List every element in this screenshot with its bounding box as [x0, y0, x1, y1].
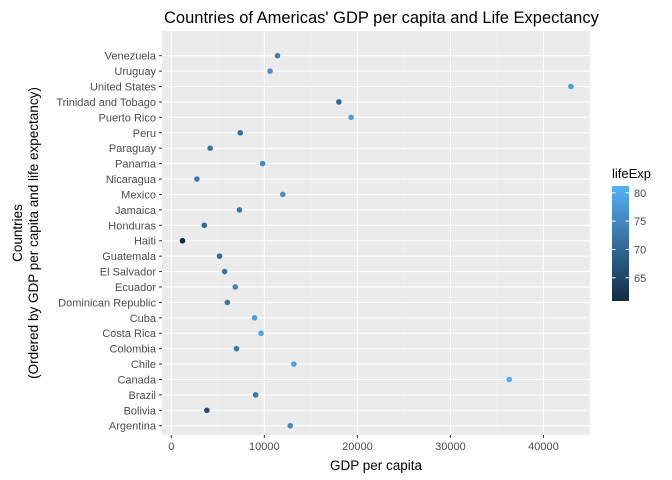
data-point	[274, 52, 281, 59]
data-point	[506, 376, 513, 383]
data-point	[336, 99, 342, 105]
legend-tick-label: 70	[634, 244, 646, 256]
y-tick-label: Bolivia	[124, 405, 157, 417]
data-point	[221, 268, 228, 275]
y-tick-label: Haiti	[134, 236, 156, 248]
legend-colorbar	[612, 186, 629, 301]
data-point	[179, 237, 186, 244]
data-point	[287, 422, 294, 429]
x-tick-label: 30000	[435, 441, 466, 453]
x-axis-ticks: 0 10000 20000 30000 40000	[168, 435, 559, 453]
data-point	[204, 407, 210, 414]
y-tick-label: Jamaica	[115, 205, 157, 217]
data-point	[258, 330, 264, 337]
data-point	[348, 114, 354, 121]
x-tick-label: 40000	[528, 441, 559, 453]
y-tick-label: Trinidad and Tobago	[56, 97, 156, 109]
y-tick-label: Colombia	[110, 344, 157, 356]
data-point	[568, 83, 574, 90]
y-axis-ticks: Argentina Bolivia Brazil Canada Chile Colombi…	[56, 51, 162, 433]
legend-title: lifeExp	[612, 166, 651, 181]
y-tick-label: Cuba	[130, 313, 157, 325]
data-point	[236, 207, 243, 213]
legend-tick-label: 65	[634, 273, 646, 285]
y-tick-label: Brazil	[128, 390, 156, 402]
data-point	[252, 392, 259, 398]
y-tick-label: Peru	[133, 128, 156, 140]
data-point	[224, 299, 231, 306]
y-tick-label: Uruguay	[114, 66, 156, 78]
y-tick-label: Panama	[115, 159, 157, 171]
y-tick-label: Puerto Rico	[99, 112, 156, 124]
legend-tick-label: 75	[634, 216, 646, 228]
x-tick-label: 20000	[342, 441, 373, 453]
data-point	[216, 253, 223, 259]
data-point	[251, 315, 258, 321]
y-tick-label: Ecuador	[115, 282, 156, 294]
data-point	[267, 68, 273, 74]
y-axis-title-line-1: Countries	[10, 204, 25, 262]
data-point	[201, 222, 208, 229]
y-axis-title: Countries (Ordered by GDP per capita and…	[10, 87, 41, 379]
y-tick-label: Honduras	[108, 220, 156, 232]
data-point	[237, 129, 244, 136]
x-axis-title: GDP per capita	[330, 458, 423, 473]
data-point	[259, 160, 266, 167]
y-tick-label: Dominican Republic	[58, 297, 156, 309]
major-gridlines	[162, 31, 590, 435]
data-points	[179, 52, 574, 429]
data-point	[233, 345, 240, 352]
y-tick-label: Venezuela	[105, 51, 157, 63]
legend: lifeExp 65 70 75 80	[612, 166, 651, 301]
chart-title: Countries of Americas' GDP per capita an…	[164, 9, 600, 27]
plot-panel	[162, 31, 590, 435]
x-tick-label: 0	[168, 441, 174, 453]
minor-gridlines	[217, 31, 498, 435]
x-tick-label: 10000	[249, 441, 280, 453]
y-tick-label: Chile	[131, 359, 156, 371]
y-tick-label: Nicaragua	[106, 174, 157, 186]
data-point	[194, 176, 200, 182]
data-point	[279, 191, 286, 198]
y-tick-label: Argentina	[109, 421, 157, 433]
y-tick-label: Canada	[117, 374, 156, 386]
data-point	[207, 145, 213, 151]
legend-ticks: 65 70 75 80	[612, 188, 646, 285]
y-tick-label: United States	[90, 82, 157, 94]
y-tick-label: Costa Rica	[102, 328, 157, 340]
y-axis-title-line-2: (Ordered by GDP per capita and life expe…	[26, 87, 41, 379]
data-point	[291, 361, 297, 367]
y-tick-label: El Salvador	[100, 267, 157, 279]
data-point	[232, 284, 239, 290]
y-tick-label: Mexico	[121, 189, 156, 201]
y-tick-label: Guatemala	[102, 251, 157, 263]
y-tick-label: Paraguay	[109, 143, 157, 155]
legend-tick-label: 80	[634, 188, 646, 200]
